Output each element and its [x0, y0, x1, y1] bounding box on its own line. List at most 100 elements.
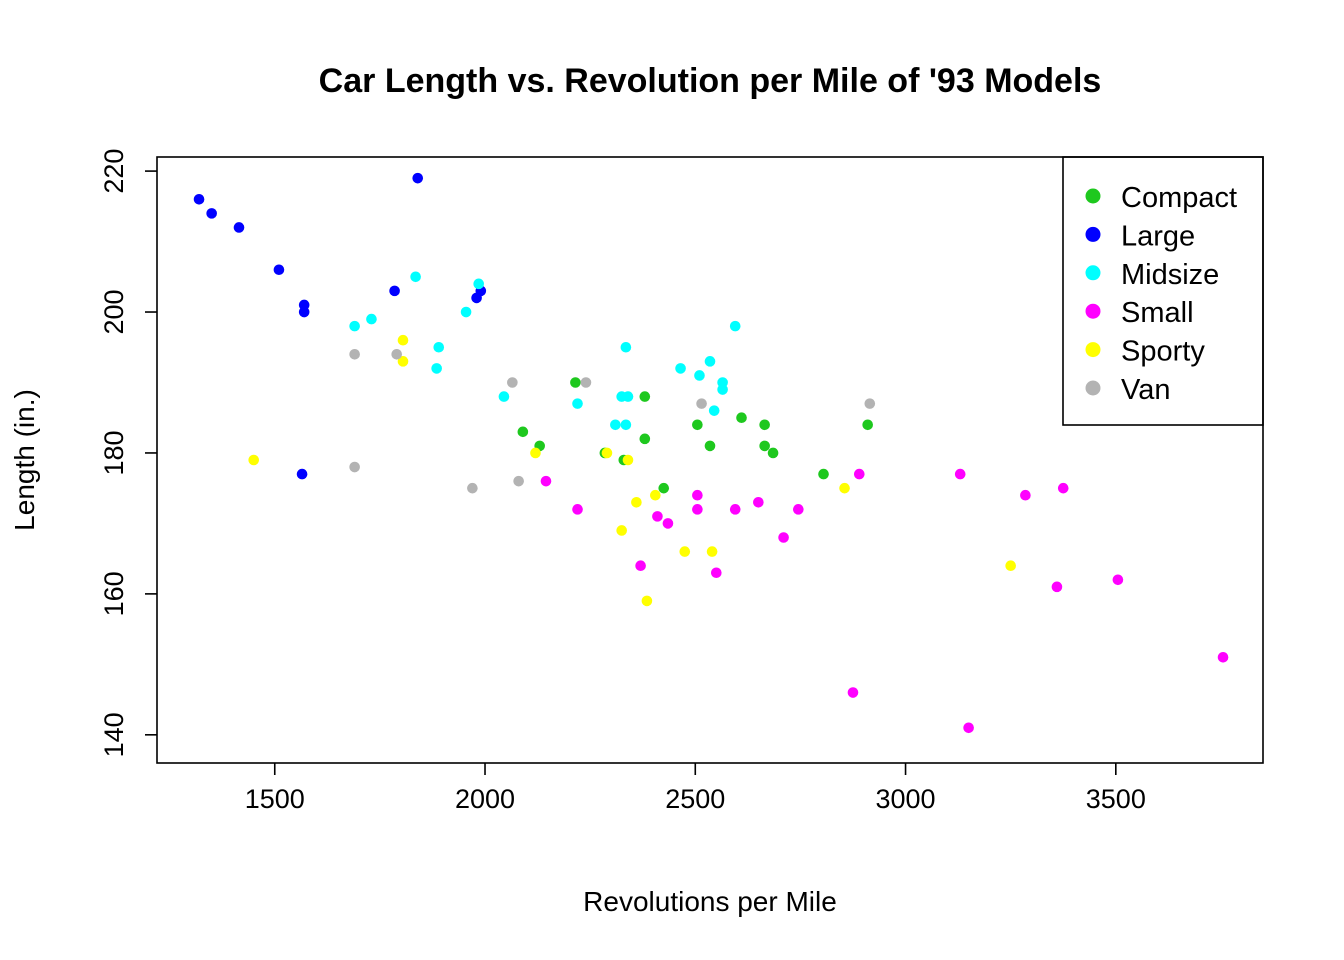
- point-small: [1057, 482, 1069, 494]
- point-small: [711, 567, 722, 579]
- y-tick-label: 140: [99, 712, 129, 757]
- y-tick-label: 160: [99, 571, 129, 616]
- point-large: [389, 285, 400, 297]
- point-compact: [704, 440, 716, 452]
- legend-label-sporty: Sporty: [1121, 336, 1205, 368]
- point-midsize: [729, 320, 741, 332]
- point-midsize: [460, 306, 472, 318]
- point-midsize: [620, 419, 632, 431]
- legend-label-large: Large: [1121, 220, 1195, 252]
- point-sporty: [397, 356, 409, 367]
- point-small: [963, 722, 974, 734]
- point-small: [1020, 489, 1031, 501]
- point-small: [692, 504, 703, 515]
- point-compact: [767, 447, 779, 459]
- point-van: [696, 398, 707, 409]
- point-van: [391, 349, 403, 360]
- point-small: [635, 560, 646, 571]
- point-sporty: [397, 334, 409, 346]
- point-compact: [818, 468, 829, 480]
- y-tick-label: 180: [99, 430, 129, 475]
- legend: Compact Large Midsize Small Sporty Van: [1062, 156, 1264, 426]
- point-midsize: [498, 391, 510, 402]
- x-tick-label: 3500: [1086, 784, 1146, 814]
- point-small: [692, 489, 703, 501]
- point-midsize: [473, 278, 485, 290]
- point-midsize: [610, 419, 621, 431]
- x-axis: 1500 2000 2500 3000 3500: [245, 763, 1146, 814]
- point-sporty: [631, 496, 642, 508]
- point-small: [853, 468, 865, 480]
- legend-label-van: Van: [1121, 374, 1170, 406]
- y-axis: 140 160 180 200 220: [99, 149, 157, 757]
- point-small: [778, 532, 789, 543]
- point-compact: [658, 482, 670, 494]
- legend-label-midsize: Midsize: [1121, 259, 1219, 291]
- legend-label-compact: Compact: [1121, 182, 1237, 214]
- chart-title: Car Length vs. Revolution per Mile of '9…: [319, 62, 1102, 100]
- point-van: [507, 377, 518, 388]
- point-van: [349, 461, 360, 473]
- point-sporty: [616, 525, 627, 536]
- point-midsize: [717, 384, 728, 395]
- point-van: [349, 349, 360, 360]
- point-small: [572, 504, 583, 515]
- point-small: [540, 475, 552, 487]
- point-sporty: [679, 546, 691, 557]
- point-small: [793, 504, 804, 515]
- point-large: [273, 264, 285, 276]
- point-compact: [736, 412, 747, 424]
- point-compact: [639, 391, 651, 402]
- point-small: [1217, 652, 1229, 663]
- data-points: [193, 172, 1229, 734]
- legend-marker-midsize: [1085, 265, 1101, 281]
- point-compact: [570, 377, 581, 388]
- point-small: [729, 504, 741, 515]
- x-tick-label: 1500: [245, 784, 305, 814]
- point-small: [954, 468, 966, 480]
- point-sporty: [650, 489, 661, 501]
- legend-marker-sporty: [1085, 342, 1101, 358]
- point-small: [1051, 581, 1063, 593]
- x-tick-label: 2000: [455, 784, 515, 814]
- point-midsize: [622, 391, 634, 402]
- point-small: [753, 496, 764, 508]
- point-large: [233, 222, 245, 233]
- point-sporty: [622, 454, 634, 466]
- point-van: [864, 398, 876, 409]
- point-small: [847, 687, 859, 698]
- legend-marker-compact: [1085, 188, 1101, 204]
- x-axis-label: Revolutions per Mile: [583, 886, 837, 917]
- point-large: [298, 306, 310, 318]
- point-small: [652, 511, 663, 522]
- point-sporty: [641, 595, 653, 607]
- point-compact: [639, 433, 651, 445]
- plot-frame: [156, 156, 1264, 764]
- y-tick-label: 220: [99, 149, 129, 194]
- point-sporty: [248, 454, 260, 466]
- point-compact: [692, 419, 703, 431]
- point-sporty: [530, 447, 541, 459]
- y-tick-label: 200: [99, 289, 129, 334]
- point-small: [662, 518, 674, 529]
- point-sporty: [706, 546, 718, 557]
- legend-marker-van: [1085, 380, 1101, 396]
- point-compact: [517, 426, 529, 438]
- point-midsize: [433, 341, 445, 353]
- point-midsize: [431, 363, 442, 374]
- point-midsize: [704, 356, 716, 367]
- point-compact: [759, 440, 770, 452]
- point-sporty: [601, 447, 613, 459]
- point-midsize: [366, 313, 377, 325]
- legend-box: [1062, 156, 1264, 426]
- point-small: [1112, 574, 1124, 586]
- point-large: [296, 468, 308, 480]
- x-tick-label: 2500: [665, 784, 725, 814]
- point-midsize: [675, 363, 686, 374]
- point-van: [513, 475, 524, 487]
- point-midsize: [708, 405, 720, 416]
- point-midsize: [349, 320, 360, 332]
- point-midsize: [410, 271, 421, 283]
- legend-label-small: Small: [1121, 297, 1194, 329]
